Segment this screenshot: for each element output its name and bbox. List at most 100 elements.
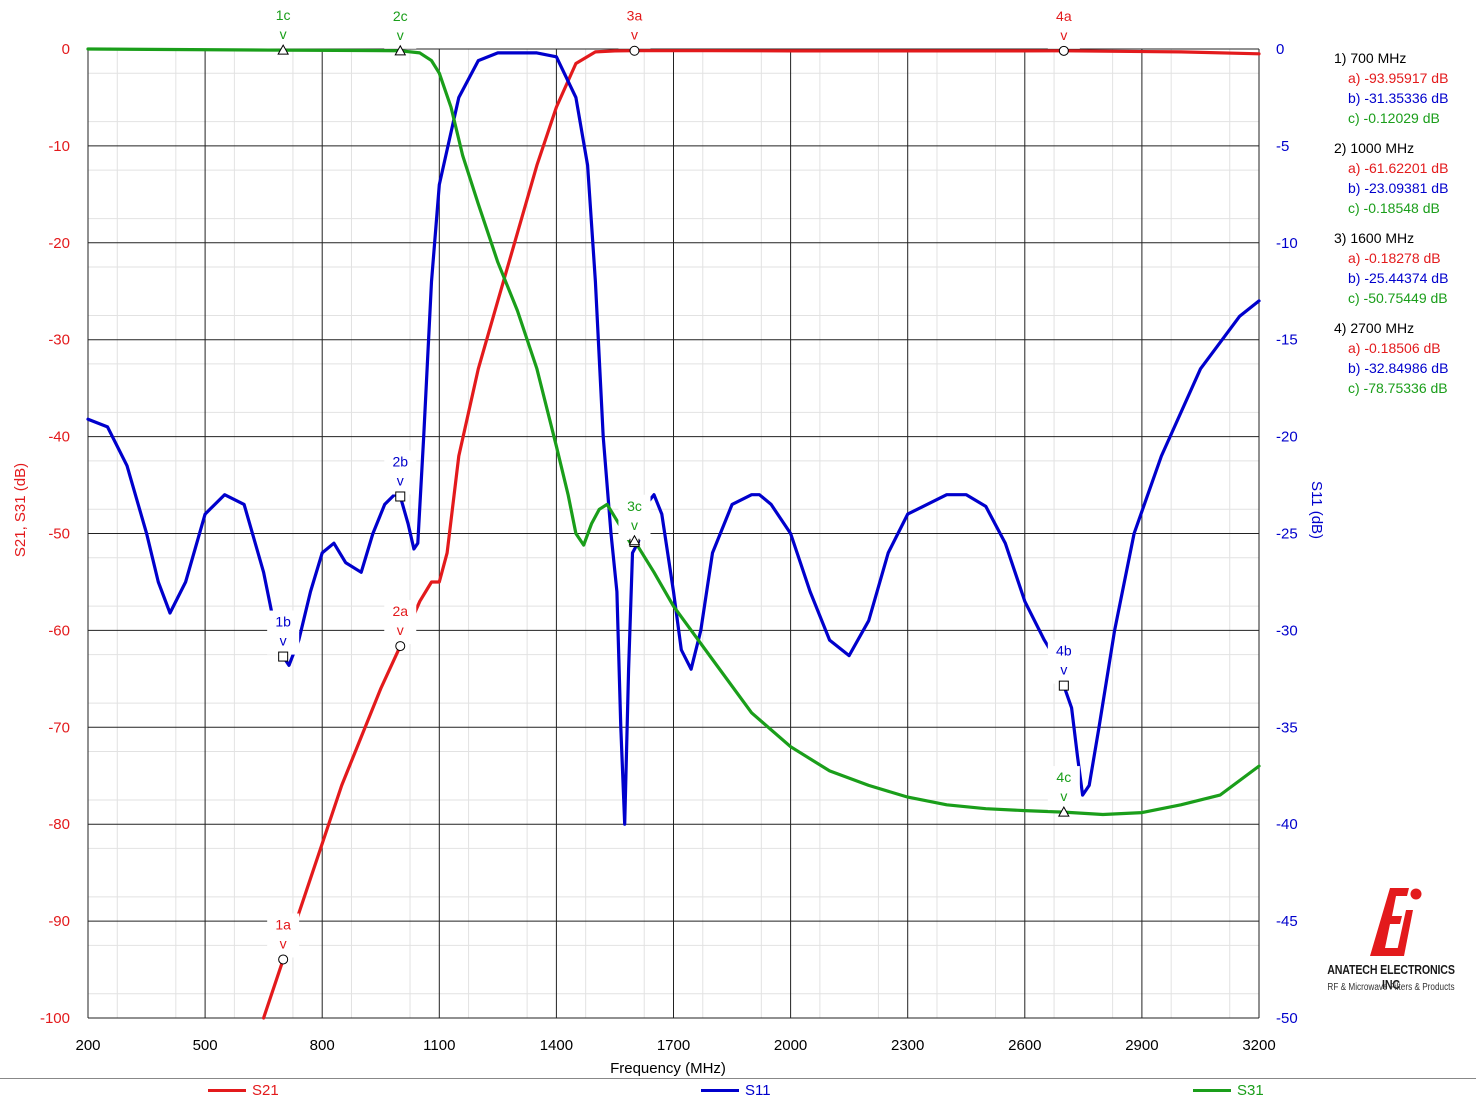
x-tick-label: 200 [75, 1037, 100, 1054]
marker-triangle-icon [394, 44, 407, 56]
y-left-axis-title: S21, S31 (dB) [12, 463, 29, 557]
x-tick-label: 1400 [540, 1037, 573, 1054]
series-line-s31 [86, 47, 1261, 817]
x-tick-label: 1700 [657, 1037, 690, 1054]
readout-value-c: c) -0.18548 dB [1348, 200, 1440, 216]
readout-value-c: c) -50.75449 dB [1348, 290, 1448, 306]
marker-label-bg [384, 450, 417, 495]
marker-label: 2c [393, 8, 408, 24]
legend-label-s21: S21 [252, 1081, 279, 1099]
y-left-tick-label: -30 [48, 332, 70, 349]
marker-label: 4a [1056, 8, 1072, 24]
readout-group: 2) 1000 MHz a) -61.62201 dB b) -23.09381 d… [1318, 138, 1468, 218]
marker-label: 1c [276, 7, 291, 23]
marker-1b: 1b v [267, 610, 300, 662]
marker-3a: 3a v [618, 4, 651, 56]
legend-swatch-s11 [701, 1088, 739, 1092]
marker-arrow: v [397, 472, 404, 488]
logo-title: ANATECH ELECTRONICS INC [1327, 962, 1455, 992]
x-tick-label: 3200 [1242, 1037, 1275, 1054]
marker-label: 2a [392, 603, 408, 619]
x-tick-label: 2300 [891, 1037, 924, 1054]
x-tick-label: 800 [310, 1037, 335, 1054]
marker-arrow: v [631, 517, 638, 533]
marker-arrow: v [280, 26, 287, 42]
y-right-axis-title: S11 (dB) [1308, 481, 1325, 539]
marker-arrow: v [397, 622, 404, 638]
y-right-tick-label: -40 [1276, 816, 1298, 833]
marker-label: 1a [275, 916, 291, 932]
marker-label: 3a [627, 8, 643, 24]
marker-triangle-icon [277, 44, 290, 55]
x-tick-label: 1100 [423, 1037, 455, 1054]
marker-arrow: v [1060, 788, 1067, 804]
y-right-tick-label: -45 [1276, 913, 1298, 930]
legend-swatch-s31 [1193, 1088, 1231, 1092]
marker-arrow: v [280, 935, 287, 951]
y-left-tick-label: -70 [48, 719, 70, 736]
x-tick-label: 2900 [1125, 1037, 1158, 1054]
marker-label-bg [1047, 4, 1080, 49]
marker-label-bg [1047, 766, 1080, 811]
y-left-tick-label: -20 [48, 235, 70, 252]
readout-value-a: a) -0.18278 dB [1348, 250, 1441, 266]
marker-square-icon [278, 651, 289, 662]
y-right-tick-label: -35 [1276, 719, 1298, 736]
marker-label-bg [618, 494, 651, 539]
readout-value-b: b) -25.44374 dB [1348, 270, 1449, 286]
x-tick-label: 2600 [1008, 1037, 1041, 1054]
marker-label: 3c [627, 498, 642, 514]
marker-triangle-icon [1057, 806, 1070, 817]
marker-3c: 3c v [618, 494, 651, 546]
y-right-tick-label: -50 [1276, 1010, 1298, 1027]
marker-label-bg [618, 4, 651, 49]
y-right-tick-label: -15 [1276, 332, 1298, 349]
legend-label-s11: S11 [745, 1081, 771, 1099]
marker-4c: 4c v [1047, 766, 1080, 817]
marker-2c: 2c v [384, 4, 417, 56]
marker-layer: 1av1bv1cv2av2bv2cv3av3bv3cv4av4bv4cv [267, 4, 1080, 965]
y-right-tick-label: -30 [1276, 622, 1298, 639]
marker-arrow: v [631, 27, 638, 43]
marker-4a: 4a v [1047, 4, 1080, 56]
y-right-tick-label: -20 [1276, 429, 1298, 446]
readout-group: 3) 1600 MHz a) -0.18278 dB b) -25.44374 dB… [1318, 228, 1468, 308]
readout-value-a: a) -0.18506 dB [1348, 340, 1441, 356]
marker-readout-panel: 1) 700 MHz a) -93.95917 dB b) -31.35336 dB… [1318, 48, 1468, 408]
anatech-logo: ANATECH ELECTRONICS INC RF & Microwave F… [1310, 882, 1472, 1004]
legend-label-s31: S31 [1237, 1081, 1264, 1099]
marker-label-bg [384, 600, 417, 645]
marker-label-bg [267, 4, 300, 49]
readout-group: 4) 2700 MHz a) -0.18506 dB b) -32.84986 dB… [1318, 318, 1468, 398]
marker-square-icon [1058, 680, 1069, 691]
readout-value-a: a) -93.95917 dB [1348, 70, 1449, 86]
marker-triangle-icon [628, 534, 641, 546]
readout-frequency: 1) 700 MHz [1334, 50, 1407, 66]
y-left-tick-label: -60 [48, 622, 70, 639]
y-left-tick-label: -80 [48, 816, 70, 833]
x-tick-label: 2000 [774, 1037, 807, 1054]
y-right-tick-label: -25 [1276, 526, 1298, 543]
y-right-tick-label: 0 [1276, 41, 1284, 58]
y-left-tick-label: -100 [40, 1010, 70, 1027]
marker-label-bg [267, 913, 300, 958]
y-left-tick-label: -50 [48, 526, 70, 543]
legend-divider [0, 1078, 1476, 1079]
logo-mark-icon [1370, 888, 1422, 956]
logo-subtitle: RF & Microwave Filters & Products [1327, 982, 1455, 993]
marker-arrow: v [1060, 27, 1067, 43]
y-left-tick-label: -10 [48, 138, 70, 155]
readout-frequency: 2) 1000 MHz [1334, 140, 1415, 156]
marker-arrow: v [1060, 662, 1067, 678]
marker-label: 1b [275, 614, 291, 630]
marker-2a: 2a v [384, 600, 417, 652]
marker-circle-icon [395, 641, 406, 652]
marker-circle-icon [278, 954, 289, 965]
marker-arrow: v [280, 633, 287, 649]
marker-label-bg [1047, 639, 1080, 684]
readout-value-c: c) -0.12029 dB [1348, 110, 1440, 126]
readout-value-a: a) -61.62201 dB [1348, 160, 1449, 176]
x-tick-label: 500 [193, 1037, 218, 1054]
x-axis-title: Frequency (MHz) [610, 1060, 726, 1077]
series-line-s21 [262, 49, 1261, 1020]
